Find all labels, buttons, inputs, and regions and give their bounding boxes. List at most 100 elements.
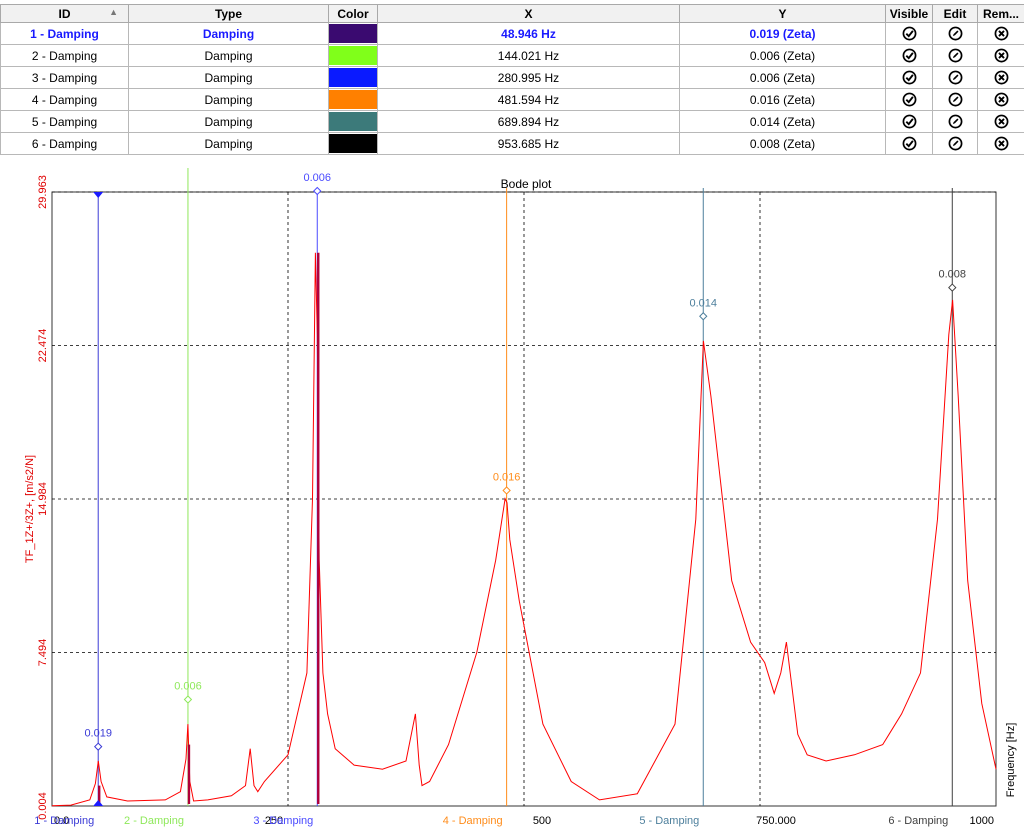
cell-remove[interactable] — [977, 132, 1024, 155]
cell-color[interactable] — [328, 132, 378, 155]
color-swatch[interactable] — [329, 112, 377, 131]
cell-id[interactable]: 3 - Damping — [0, 66, 129, 89]
visible-check-icon[interactable] — [902, 70, 917, 85]
cell-id[interactable]: 5 - Damping — [0, 110, 129, 133]
visible-check-icon[interactable] — [902, 92, 917, 107]
color-swatch[interactable] — [329, 68, 377, 87]
table-row[interactable]: 5 - Damping Damping 689.894 Hz 0.014 (Zeta) — [0, 110, 1024, 133]
cursor-bottom-label: 1 - Damping — [34, 815, 94, 827]
cell-visible[interactable] — [885, 132, 933, 155]
cell-id[interactable]: 1 - Damping — [0, 22, 129, 45]
remove-icon[interactable] — [994, 114, 1009, 129]
column-header-id[interactable]: ID ▲ — [0, 4, 129, 23]
cursor-value-label: 0.006 — [303, 172, 331, 184]
cell-color[interactable] — [328, 44, 378, 67]
cell-visible[interactable] — [885, 22, 933, 45]
x-tick-label: 1000 — [970, 815, 994, 827]
cell-id[interactable]: 6 - Damping — [0, 132, 129, 155]
sort-ascending-icon[interactable]: ▲ — [109, 7, 118, 17]
cell-y[interactable]: 0.006 (Zeta) — [679, 44, 886, 67]
cell-edit[interactable] — [932, 66, 978, 89]
cell-edit[interactable] — [932, 110, 978, 133]
visible-check-icon[interactable] — [902, 48, 917, 63]
column-header-color[interactable]: Color — [328, 4, 378, 23]
cell-type[interactable]: Damping — [128, 132, 329, 155]
cell-y[interactable]: 0.014 (Zeta) — [679, 110, 886, 133]
column-header-visible[interactable]: Visible — [885, 4, 933, 23]
cell-x[interactable]: 481.594 Hz — [377, 88, 680, 111]
cell-id[interactable]: 4 - Damping — [0, 88, 129, 111]
cell-x[interactable]: 953.685 Hz — [377, 132, 680, 155]
cursor-bottom-label: 3 - Damping — [253, 815, 313, 827]
visible-check-icon[interactable] — [902, 136, 917, 151]
cell-edit[interactable] — [932, 22, 978, 45]
cell-visible[interactable] — [885, 44, 933, 67]
remove-icon[interactable] — [994, 26, 1009, 41]
cursor-bottom-label: 4 - Damping — [443, 815, 503, 827]
y-axis-label: TF_1Z+/3Z+, [m/s2/N] — [24, 455, 36, 563]
cell-y[interactable]: 0.019 (Zeta) — [679, 22, 886, 45]
visible-check-icon[interactable] — [902, 26, 917, 41]
cell-y[interactable]: 0.006 (Zeta) — [679, 66, 886, 89]
cursor-value-label: 0.016 — [493, 471, 521, 483]
cell-remove[interactable] — [977, 22, 1024, 45]
color-swatch[interactable] — [329, 24, 377, 43]
cell-x[interactable]: 689.894 Hz — [377, 110, 680, 133]
table-row[interactable]: 1 - Damping Damping 48.946 Hz 0.019 (Zeta) — [0, 22, 1024, 45]
column-header-remove[interactable]: Rem... — [977, 4, 1024, 23]
cell-remove[interactable] — [977, 44, 1024, 67]
cell-type[interactable]: Damping — [128, 88, 329, 111]
edit-icon[interactable] — [948, 26, 963, 41]
table-row[interactable]: 3 - Damping Damping 280.995 Hz 0.006 (Zeta) — [0, 66, 1024, 89]
column-header-id-label: ID — [58, 6, 71, 21]
x-tick-label: 0.0 — [54, 815, 69, 827]
cell-remove[interactable] — [977, 66, 1024, 89]
bode-plot[interactable]: 0.004 7.494 14.984 22.474 29.963 TF_1Z+/3Z+, … — [0, 160, 1024, 831]
cell-color[interactable] — [328, 88, 378, 111]
cell-remove[interactable] — [977, 88, 1024, 111]
visible-check-icon[interactable] — [902, 114, 917, 129]
color-swatch[interactable] — [329, 134, 377, 153]
cell-edit[interactable] — [932, 132, 978, 155]
edit-icon[interactable] — [948, 114, 963, 129]
cell-x[interactable]: 280.995 Hz — [377, 66, 680, 89]
remove-icon[interactable] — [994, 136, 1009, 151]
column-header-edit[interactable]: Edit — [932, 4, 978, 23]
cell-visible[interactable] — [885, 110, 933, 133]
cell-type[interactable]: Damping — [128, 110, 329, 133]
cell-color[interactable] — [328, 22, 378, 45]
edit-icon[interactable] — [948, 92, 963, 107]
cell-type[interactable]: Damping — [128, 22, 329, 45]
column-header-type[interactable]: Type — [128, 4, 329, 23]
cell-edit[interactable] — [932, 88, 978, 111]
cell-y[interactable]: 0.008 (Zeta) — [679, 132, 886, 155]
table-row[interactable]: 4 - Damping Damping 481.594 Hz 0.016 (Zeta) — [0, 88, 1024, 111]
cell-x[interactable]: 144.021 Hz — [377, 44, 680, 67]
y-tick-label: 29.963 — [37, 175, 49, 209]
table-row[interactable]: 6 - Damping Damping 953.685 Hz 0.008 (Zeta) — [0, 132, 1024, 155]
cell-visible[interactable] — [885, 88, 933, 111]
remove-icon[interactable] — [994, 48, 1009, 63]
cell-type[interactable]: Damping — [128, 66, 329, 89]
remove-icon[interactable] — [994, 92, 1009, 107]
cell-color[interactable] — [328, 66, 378, 89]
cell-visible[interactable] — [885, 66, 933, 89]
cell-id[interactable]: 2 - Damping — [0, 44, 129, 67]
cursor-handle-bottom — [93, 800, 104, 806]
edit-icon[interactable] — [948, 136, 963, 151]
color-swatch[interactable] — [329, 46, 377, 65]
edit-icon[interactable] — [948, 70, 963, 85]
remove-icon[interactable] — [994, 70, 1009, 85]
column-header-y[interactable]: Y — [679, 4, 886, 23]
edit-icon[interactable] — [948, 48, 963, 63]
column-header-x[interactable]: X — [377, 4, 680, 23]
cell-x[interactable]: 48.946 Hz — [377, 22, 680, 45]
table-row[interactable]: 2 - Damping Damping 144.021 Hz 0.006 (Zeta) — [0, 44, 1024, 67]
cell-remove[interactable] — [977, 110, 1024, 133]
color-swatch[interactable] — [329, 90, 377, 109]
cell-color[interactable] — [328, 110, 378, 133]
cell-type[interactable]: Damping — [128, 44, 329, 67]
cursor-table: ID ▲ Type Color X Y Visible Edit Rem... … — [0, 4, 1024, 155]
cell-edit[interactable] — [932, 44, 978, 67]
cell-y[interactable]: 0.016 (Zeta) — [679, 88, 886, 111]
